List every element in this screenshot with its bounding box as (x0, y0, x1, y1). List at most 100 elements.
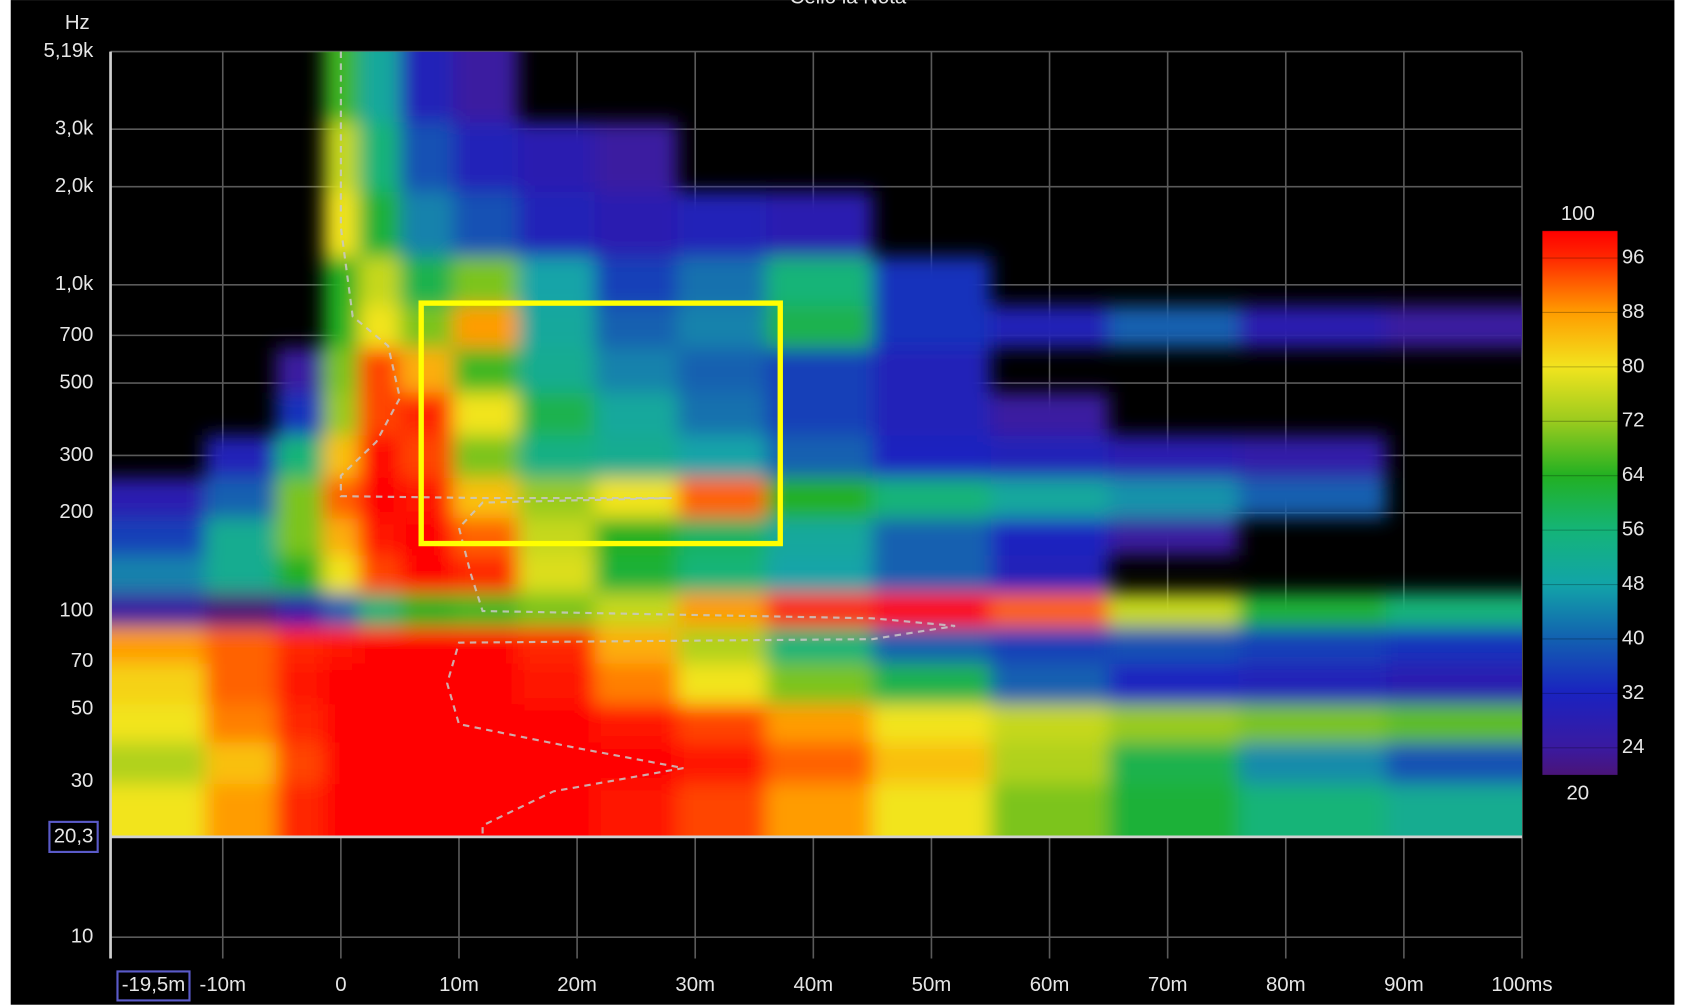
heatmap-cell (518, 627, 595, 664)
heatmap-cell (276, 704, 324, 743)
colorbar-label: 80 (1622, 355, 1645, 377)
heatmap-cell (453, 392, 518, 435)
heatmap-cell (1109, 704, 1239, 743)
heatmap-cell (990, 742, 1109, 784)
heatmap-cell (359, 742, 401, 784)
heatmap-cell (400, 256, 454, 306)
heatmap-cell (1109, 592, 1239, 627)
heatmap-cell (400, 348, 454, 393)
heatmap-cell (400, 392, 454, 435)
heatmap-cell (323, 742, 359, 784)
y-tick-label: 700 (59, 324, 93, 346)
chart-title: Cello la Nota (790, 0, 907, 8)
heatmap-cell (400, 518, 454, 556)
heatmap-cell (872, 435, 991, 478)
x-tick-label: 70m (1148, 974, 1188, 996)
heatmap-cell (323, 592, 359, 627)
colorbar-label: 100 (1561, 203, 1595, 225)
heatmap-cell (595, 663, 678, 704)
heatmap-cell (1239, 592, 1387, 627)
heatmap-cell (453, 742, 518, 784)
heatmap-cell (1239, 305, 1387, 348)
heatmap-cell (1109, 518, 1239, 556)
heatmap-cell (872, 305, 991, 348)
heatmap-cell (276, 627, 324, 664)
heatmap-cell (677, 392, 766, 435)
colorbar-label: 24 (1622, 736, 1645, 758)
heatmap-cell (990, 305, 1109, 348)
heatmap-cell (205, 742, 276, 784)
x-tick-label: 80m (1266, 974, 1306, 996)
heatmap-cell (276, 663, 324, 704)
colorbar-label: 56 (1622, 519, 1645, 541)
x-tick-label: 100ms (1491, 974, 1552, 996)
heatmap-cell (677, 518, 766, 556)
chart: Cello la Nota Hz -19,5m-10m010m20m30m40m… (0, 0, 1683, 1008)
colorbar-label: 40 (1622, 627, 1645, 649)
heatmap-cell (359, 256, 401, 306)
heatmap-cell (677, 477, 766, 518)
y-tick-label: 30 (71, 770, 94, 792)
heatmap-cell (359, 435, 401, 478)
heatmap-cell (766, 256, 873, 306)
heatmap-cell (359, 555, 401, 593)
heatmap-cell (872, 392, 991, 435)
heatmap-cell (400, 627, 454, 664)
heatmap-cell (276, 348, 324, 393)
heatmap-cell (400, 305, 454, 348)
heatmap-cell (359, 305, 401, 348)
colorbar-label: 88 (1622, 301, 1645, 323)
heatmap-cell (595, 518, 678, 556)
heatmap-cell (276, 592, 324, 627)
heatmap-cell (1109, 742, 1239, 784)
y-tick-label: 200 (59, 501, 93, 523)
heatmap-cell (677, 435, 766, 478)
heatmap-cell (323, 627, 359, 664)
heatmap-cell (453, 704, 518, 743)
heatmap-cell (766, 742, 873, 784)
page: Cello la Nota Hz -19,5m-10m010m20m30m40m… (0, 0, 1683, 1008)
heatmap-cell (518, 122, 595, 192)
heatmap-cell (872, 704, 991, 743)
heatmap-cell (766, 704, 873, 743)
heatmap-cell (359, 518, 401, 556)
x-tick-label: 30m (675, 974, 715, 996)
heatmap-cell (595, 435, 678, 478)
heatmap-cell (677, 663, 766, 704)
x-tick-label: 60m (1030, 974, 1070, 996)
y-tick-label: 2,0k (55, 175, 94, 197)
heatmap-cell (359, 704, 401, 743)
heatmap-cell (677, 555, 766, 593)
y-axis-unit: Hz (65, 12, 90, 34)
heatmap-cell (400, 435, 454, 478)
heatmap-cell (595, 704, 678, 743)
heatmap-cell (518, 555, 595, 593)
heatmap-cell (205, 627, 276, 664)
heatmap-cell (205, 435, 276, 478)
heatmap-cell (872, 592, 991, 627)
heatmap-cell (872, 742, 991, 784)
heatmap-cell (1109, 663, 1239, 704)
heatmap-cell (595, 392, 678, 435)
heatmap-cell (518, 704, 595, 743)
heatmap-cell (990, 592, 1109, 627)
heatmap-cell (205, 555, 276, 593)
heatmap-cell (677, 191, 766, 256)
heatmap-cell (518, 305, 595, 348)
heatmap-cell (400, 122, 454, 192)
y-tick-label: 20,3 (54, 825, 94, 847)
y-tick-label: 1,0k (55, 273, 94, 295)
heatmap-cell (359, 477, 401, 518)
x-tick-label: 50m (912, 974, 952, 996)
y-tick-label: 10 (71, 926, 94, 948)
heatmap-cell (677, 627, 766, 664)
heatmap-cell (323, 518, 359, 556)
heatmap-cell (766, 627, 873, 664)
heatmap-cell (1239, 663, 1387, 704)
heatmap-cell (453, 627, 518, 664)
heatmap-cell (518, 518, 595, 556)
y-tick-label: 100 (59, 599, 93, 621)
heatmap-cell (205, 704, 276, 743)
heatmap-cell (400, 191, 454, 256)
heatmap-cell (595, 348, 678, 393)
